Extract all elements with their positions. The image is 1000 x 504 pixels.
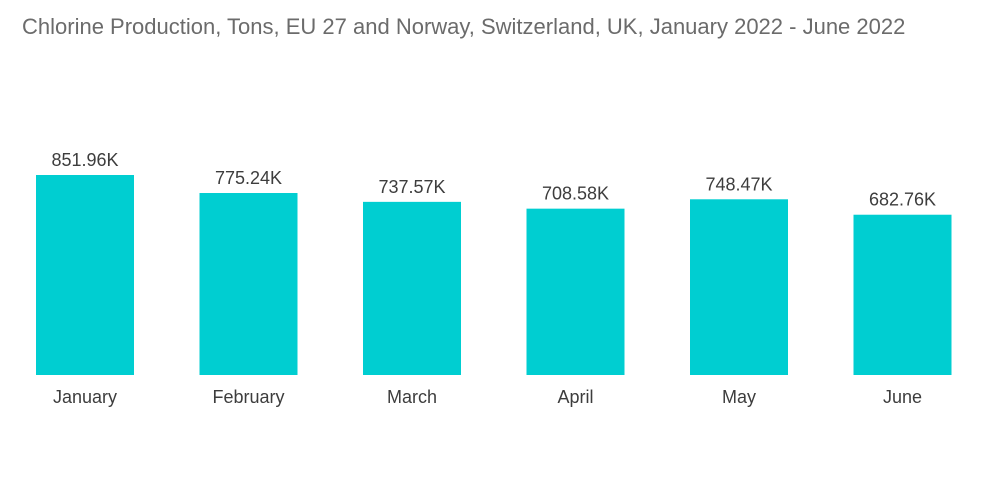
bar-april	[526, 208, 625, 375]
bar-march	[363, 201, 461, 375]
x-tick-label-june: June	[883, 387, 922, 407]
x-tick-label-february: February	[212, 387, 284, 407]
value-labels-group: 851.96K 775.24K 737.57K 708.58K 748.47K 682.7…	[51, 150, 936, 210]
x-tick-label-march: March	[387, 387, 437, 407]
bar-january	[36, 175, 134, 375]
chart-title: Chlorine Production, Tons, EU 27 and Nor…	[22, 14, 906, 39]
bars-group	[36, 175, 952, 375]
bar-may	[690, 199, 788, 375]
data-label-june: 682.76K	[869, 190, 936, 210]
data-label-february: 775.24K	[215, 168, 282, 188]
data-label-january: 851.96K	[51, 150, 118, 170]
x-tick-labels-group: January February March April May June	[53, 387, 922, 407]
data-label-march: 737.57K	[378, 177, 445, 197]
x-tick-label-january: January	[53, 387, 117, 407]
bar-june	[853, 214, 952, 375]
data-label-april: 708.58K	[542, 184, 609, 204]
x-tick-label-april: April	[557, 387, 593, 407]
x-tick-label-may: May	[722, 387, 756, 407]
bar-february	[199, 193, 298, 375]
data-label-may: 748.47K	[705, 174, 772, 194]
